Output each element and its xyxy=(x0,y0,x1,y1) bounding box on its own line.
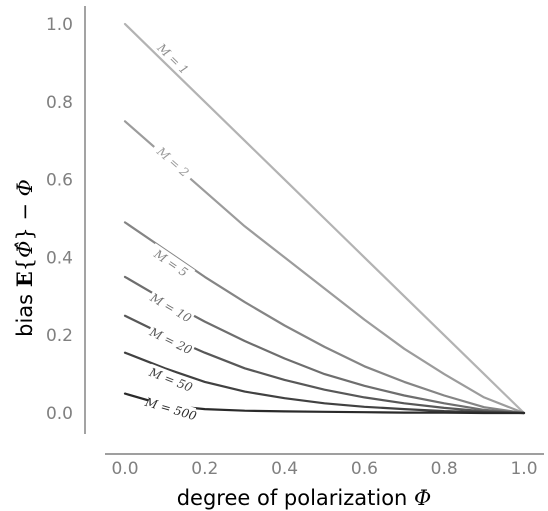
x-axis-label: degree of polarization Φ xyxy=(177,486,432,510)
y-tick-labels: 0.0 0.2 0.4 0.6 0.8 1.0 xyxy=(46,15,73,424)
x-tick-label: 0.0 xyxy=(111,459,138,479)
x-tick-label: 0.4 xyxy=(271,459,298,479)
series-line xyxy=(123,314,526,415)
curve-label: M = 20 xyxy=(147,324,195,357)
y-tick-label: 0.2 xyxy=(46,326,73,346)
curve-label-bg xyxy=(147,243,196,283)
y-axis-label: bias E{Φ̂} − Φ xyxy=(12,179,37,337)
curve-label-bg xyxy=(146,288,196,327)
curve-label: M = 5 xyxy=(151,246,191,279)
x-tick-label: 0.6 xyxy=(351,459,378,479)
curve-label-bg xyxy=(150,36,196,81)
curve-label: M = 2 xyxy=(153,144,191,180)
curve-label-bg xyxy=(146,323,196,358)
series-line xyxy=(123,22,526,415)
series-line xyxy=(123,351,526,415)
curve-label: M = 10 xyxy=(147,290,194,326)
curve-labels: M = 1M = 2M = 5M = 10M = 20M = 50M = 500 xyxy=(143,36,199,424)
x-tick-label: 0.2 xyxy=(191,459,218,479)
series-line xyxy=(123,120,526,415)
x-tick-label: 1.0 xyxy=(510,459,537,479)
curve-label: M = 500 xyxy=(143,395,199,424)
x-tick-label: 0.8 xyxy=(431,459,458,479)
y-tick-label: 0.8 xyxy=(46,93,73,113)
y-tick-label: 0.4 xyxy=(46,248,73,268)
curve-label-bg xyxy=(145,363,197,396)
y-tick-label: 0.6 xyxy=(46,171,73,191)
y-tick-label: 1.0 xyxy=(46,15,73,35)
curve-label-bg xyxy=(150,140,197,184)
curve-label-bg xyxy=(145,394,197,423)
x-tick-labels: 0.0 0.2 0.4 0.6 0.8 1.0 xyxy=(111,459,537,479)
y-tick-label: 0.0 xyxy=(46,404,73,424)
